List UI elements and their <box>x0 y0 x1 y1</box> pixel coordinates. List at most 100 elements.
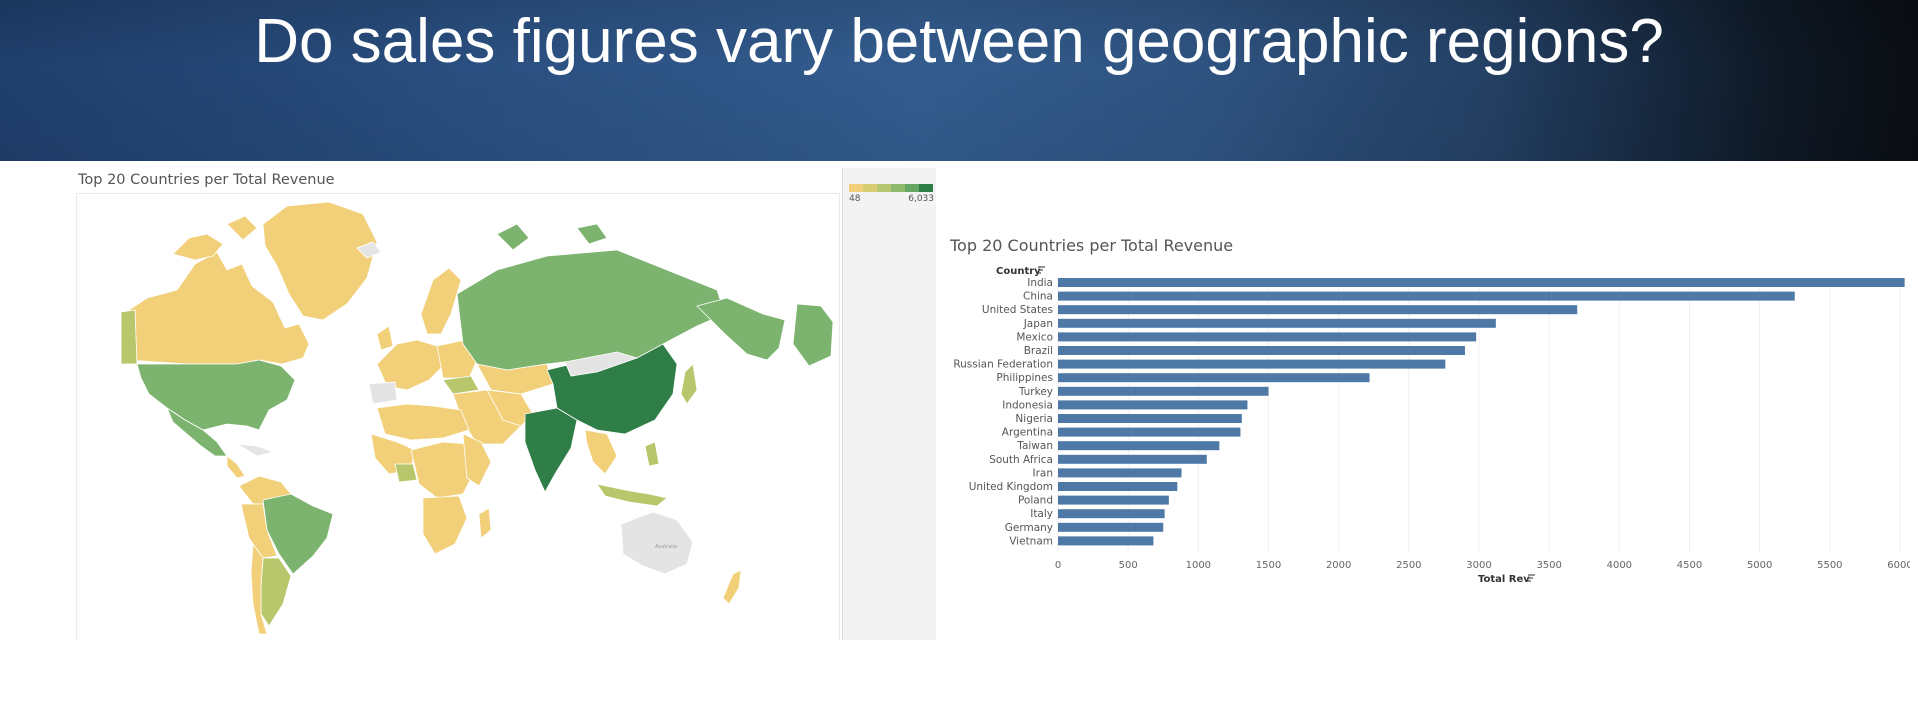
map-region-scandinavia[interactable] <box>420 267 462 335</box>
category-label: Brazil <box>1024 345 1053 357</box>
category-label: Iran <box>1032 467 1053 479</box>
x-axis-ticks: 0 500 1000 1500 2000 2500 3000 3500 4000 4500 5000… <box>1055 560 1910 571</box>
bar-italy[interactable] <box>1058 509 1165 519</box>
map-region-iceland[interactable] <box>356 241 382 259</box>
world-map[interactable]: Australia <box>76 193 840 641</box>
x-sort-icon[interactable] <box>1528 574 1535 582</box>
x-tick-label: 2000 <box>1326 560 1351 571</box>
x-tick-label: 5500 <box>1817 560 1842 571</box>
category-label: South Africa <box>989 454 1053 466</box>
bar-philippines[interactable] <box>1058 373 1370 383</box>
x-tick-label: 4500 <box>1677 560 1702 571</box>
category-label: Poland <box>1018 495 1053 507</box>
x-tick-label: 3000 <box>1466 560 1491 571</box>
legend-color-ramp <box>849 184 933 192</box>
map-region-canada[interactable] <box>122 251 310 365</box>
map-region-new-zealand[interactable] <box>722 569 742 605</box>
x-tick-label: 6000 <box>1887 560 1910 571</box>
map-region-southeast-asia[interactable] <box>584 429 618 475</box>
map-region-caribbean[interactable] <box>236 443 275 457</box>
bar-argentina[interactable] <box>1058 427 1241 437</box>
map-region-indonesia[interactable] <box>596 483 668 507</box>
color-legend[interactable]: 48 6,033 <box>849 184 934 204</box>
x-tick-label: 1000 <box>1186 560 1211 571</box>
map-region-north-africa[interactable] <box>376 403 470 441</box>
category-label: Taiwan <box>1016 440 1053 452</box>
map-region-southern-africa[interactable] <box>422 495 468 555</box>
bar-germany[interactable] <box>1058 522 1164 532</box>
y-field-label[interactable]: Country <box>996 266 1041 277</box>
map-region-alaska-east[interactable] <box>792 303 834 367</box>
x-tick-label: 5000 <box>1747 560 1772 571</box>
category-label: Turkey <box>1018 386 1053 398</box>
map-region-mexico[interactable] <box>166 406 228 457</box>
category-label: Nigeria <box>1015 413 1053 425</box>
legend-max-label: 6,033 <box>908 194 934 204</box>
map-region-peru-bolivia[interactable] <box>240 503 278 559</box>
map-region-india[interactable] <box>524 407 578 493</box>
bar-poland[interactable] <box>1058 495 1169 505</box>
map-region-japan[interactable] <box>680 363 698 405</box>
bar-japan[interactable] <box>1058 318 1496 328</box>
australia-label: Australia <box>655 544 677 550</box>
map-region-east-africa[interactable] <box>462 433 492 487</box>
category-label: Russian Federation <box>953 359 1053 371</box>
category-label: United States <box>982 304 1053 316</box>
bar-united-kingdom[interactable] <box>1058 482 1178 491</box>
x-tick-label: 2500 <box>1396 560 1421 571</box>
legend-swatch <box>905 184 919 192</box>
bar-indonesia[interactable] <box>1058 400 1248 410</box>
bar-taiwan[interactable] <box>1058 441 1220 451</box>
map-region-united-states[interactable] <box>136 359 296 431</box>
map-region-russia[interactable] <box>456 249 726 371</box>
y-sort-icon[interactable] <box>1038 266 1045 274</box>
bar-vietnam[interactable] <box>1058 536 1154 546</box>
bar-india[interactable] <box>1058 278 1905 287</box>
map-region-kazakhstan[interactable] <box>476 363 554 395</box>
map-region-brazil[interactable] <box>262 493 334 575</box>
category-label: United Kingdom <box>969 481 1053 493</box>
x-field-label[interactable]: Total Rev <box>1478 574 1530 585</box>
category-label: Germany <box>1005 522 1053 534</box>
map-region-uk[interactable] <box>376 325 394 351</box>
map-region-far-east[interactable] <box>696 297 786 361</box>
map-region-arctic-islands[interactable] <box>172 215 258 261</box>
bar-united-states[interactable] <box>1058 305 1578 315</box>
legend-panel <box>842 168 936 640</box>
bar-brazil[interactable] <box>1058 346 1465 355</box>
map-region-iberia[interactable] <box>368 381 398 405</box>
bar-south-africa[interactable] <box>1058 454 1207 464</box>
map-region-turkey[interactable] <box>442 375 480 395</box>
bar-nigeria[interactable] <box>1058 414 1242 423</box>
bar-mexico[interactable] <box>1058 332 1477 342</box>
map-region-mongolia[interactable] <box>564 351 639 377</box>
category-label: Italy <box>1030 508 1053 520</box>
x-tick-label: 3500 <box>1536 560 1561 571</box>
category-label: Japan <box>1023 318 1053 330</box>
map-region-australia[interactable] <box>620 511 694 575</box>
x-tick-label: 500 <box>1119 560 1138 571</box>
bar-iran[interactable] <box>1058 468 1182 478</box>
map-region-russia-north-islands[interactable] <box>496 223 608 251</box>
legend-swatch <box>863 184 877 192</box>
map-region-nigeria[interactable] <box>394 463 418 483</box>
category-label: Philippines <box>996 372 1053 384</box>
map-region-argentina[interactable] <box>260 557 292 627</box>
map-region-madagascar[interactable] <box>478 507 492 539</box>
bar-turkey[interactable] <box>1058 386 1269 396</box>
legend-swatch <box>877 184 891 192</box>
category-label: Vietnam <box>1009 535 1053 547</box>
legend-swatch <box>919 184 933 192</box>
map-region-philippines[interactable] <box>644 441 660 467</box>
map-region-central-america[interactable] <box>226 455 246 479</box>
x-tick-label: 0 <box>1055 560 1061 571</box>
bar-china[interactable] <box>1058 291 1795 301</box>
x-tick-label: 1500 <box>1256 560 1281 571</box>
map-region-central-africa[interactable] <box>410 441 476 499</box>
map-region-chile[interactable] <box>250 542 268 635</box>
map-region-greenland[interactable] <box>262 201 378 321</box>
bar-russian-federation[interactable] <box>1058 359 1446 369</box>
map-region-alaska[interactable] <box>120 309 138 365</box>
page-title: Do sales figures vary between geographic… <box>254 7 1664 76</box>
